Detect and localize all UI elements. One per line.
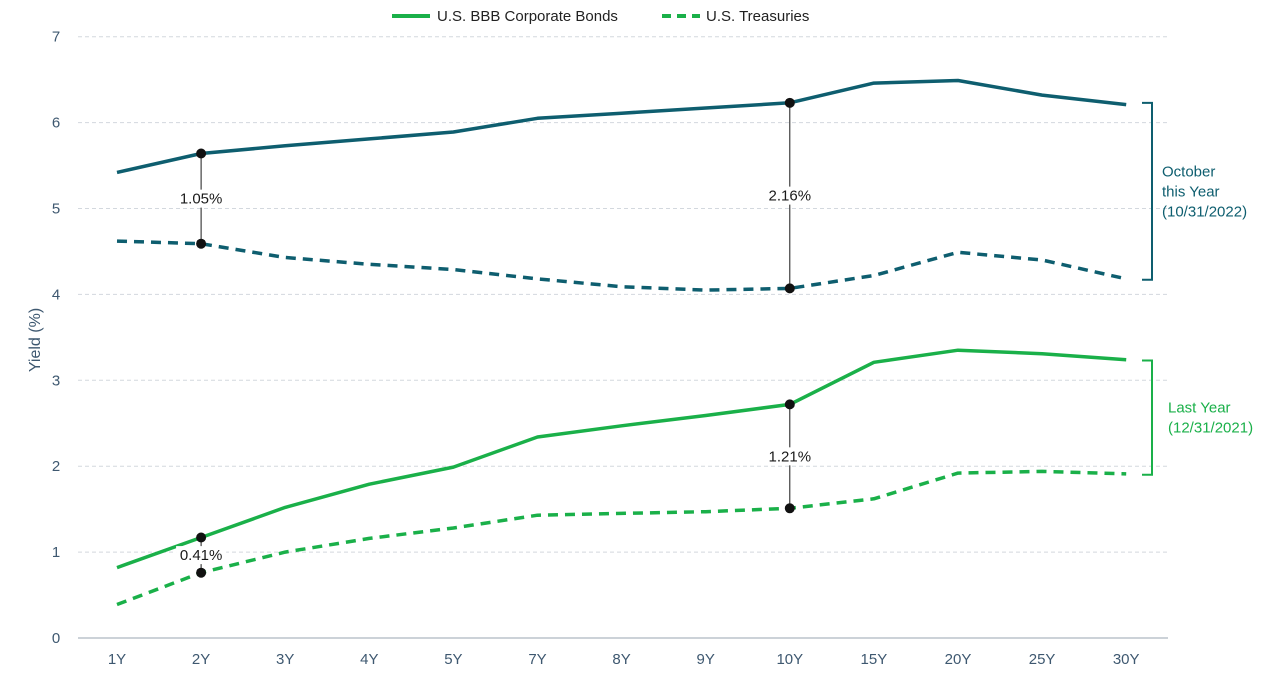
spread-label-bg-2 <box>764 447 815 466</box>
group-brackets: October this Year (10/31/2022) Last Year (12… <box>1142 101 1253 476</box>
x-tick-label-5Y: 5Y <box>444 651 462 668</box>
y-tick-label-7: 7 <box>52 29 60 46</box>
spread-label-3: 0.41% <box>180 547 223 564</box>
spread-dot-top-2 <box>784 399 795 410</box>
x-tick-label-3Y: 3Y <box>276 651 294 668</box>
x-tick-label-1Y: 1Y <box>108 651 126 668</box>
x-tick-label-15Y: 15Y <box>861 651 888 668</box>
y-tick-label-6: 6 <box>52 115 60 132</box>
bracket-label-0-1: this Year <box>1162 183 1220 200</box>
gridlines <box>78 36 1168 639</box>
spread-dot-top-3 <box>196 532 207 543</box>
spread-label-2: 1.21% <box>769 448 812 465</box>
y-tick-label-0: 0 <box>52 630 60 647</box>
series-line-1 <box>116 239 1127 292</box>
x-tick-label-25Y: 25Y <box>1029 651 1056 668</box>
x-axis: 1Y 2Y 3Y 4Y 5Y 7Y 8Y 9Y 10Y 15Y 20Y 25Y 30Y <box>108 651 1140 668</box>
y-axis: Yield (%) 0 1 2 3 4 5 6 7 <box>27 29 60 647</box>
y-tick-label-1: 1 <box>52 544 60 561</box>
x-tick-label-9Y: 9Y <box>697 651 715 668</box>
bracket-label-1-1: (12/31/2021) <box>1168 420 1253 437</box>
y-axis-label: Yield (%) <box>27 308 44 372</box>
x-tick-label-2Y: 2Y <box>192 651 210 668</box>
x-tick-label-20Y: 20Y <box>945 651 972 668</box>
spread-dot-bottom-0 <box>196 238 207 249</box>
x-tick-label-30Y: 30Y <box>1113 651 1140 668</box>
bracket-label-0-0: October <box>1162 163 1215 180</box>
spread-dot-bottom-1 <box>784 283 795 294</box>
series-line-2 <box>116 348 1127 570</box>
bracket-0 <box>1142 101 1153 281</box>
y-tick-label-3: 3 <box>52 372 60 389</box>
bracket-label-1-0: Last Year <box>1168 400 1231 417</box>
legend-label-corporate: U.S. BBB Corporate Bonds <box>437 8 618 25</box>
spread-label-0: 1.05% <box>180 191 223 208</box>
x-tick-label-4Y: 4Y <box>360 651 378 668</box>
spread-dot-bottom-2 <box>784 503 795 514</box>
y-tick-label-4: 4 <box>52 286 60 303</box>
spread-label-bg-3 <box>176 546 227 565</box>
spread-label-1: 2.16% <box>769 188 812 205</box>
spread-label-bg-0 <box>176 189 227 208</box>
spread-dot-top-0 <box>196 148 207 159</box>
series-lines <box>116 78 1127 607</box>
bracket-label-0-2: (10/31/2022) <box>1162 203 1247 220</box>
series-line-0 <box>116 78 1127 175</box>
legend: U.S. BBB Corporate Bonds U.S. Treasuries <box>392 8 809 25</box>
series-line-3 <box>116 469 1127 607</box>
spread-dot-top-1 <box>784 97 795 108</box>
x-tick-label-8Y: 8Y <box>612 651 630 668</box>
spread-dot-bottom-3 <box>196 567 207 578</box>
y-tick-label-2: 2 <box>52 458 60 475</box>
spread-label-bg-1 <box>764 186 815 205</box>
spread-annotations: 1.05% 2.16% 1.21% 0.41% <box>176 97 815 578</box>
bracket-1 <box>1142 359 1153 476</box>
x-tick-label-7Y: 7Y <box>528 651 546 668</box>
y-tick-label-5: 5 <box>52 201 60 218</box>
legend-label-treasuries: U.S. Treasuries <box>706 8 809 25</box>
x-tick-label-10Y: 10Y <box>776 651 803 668</box>
